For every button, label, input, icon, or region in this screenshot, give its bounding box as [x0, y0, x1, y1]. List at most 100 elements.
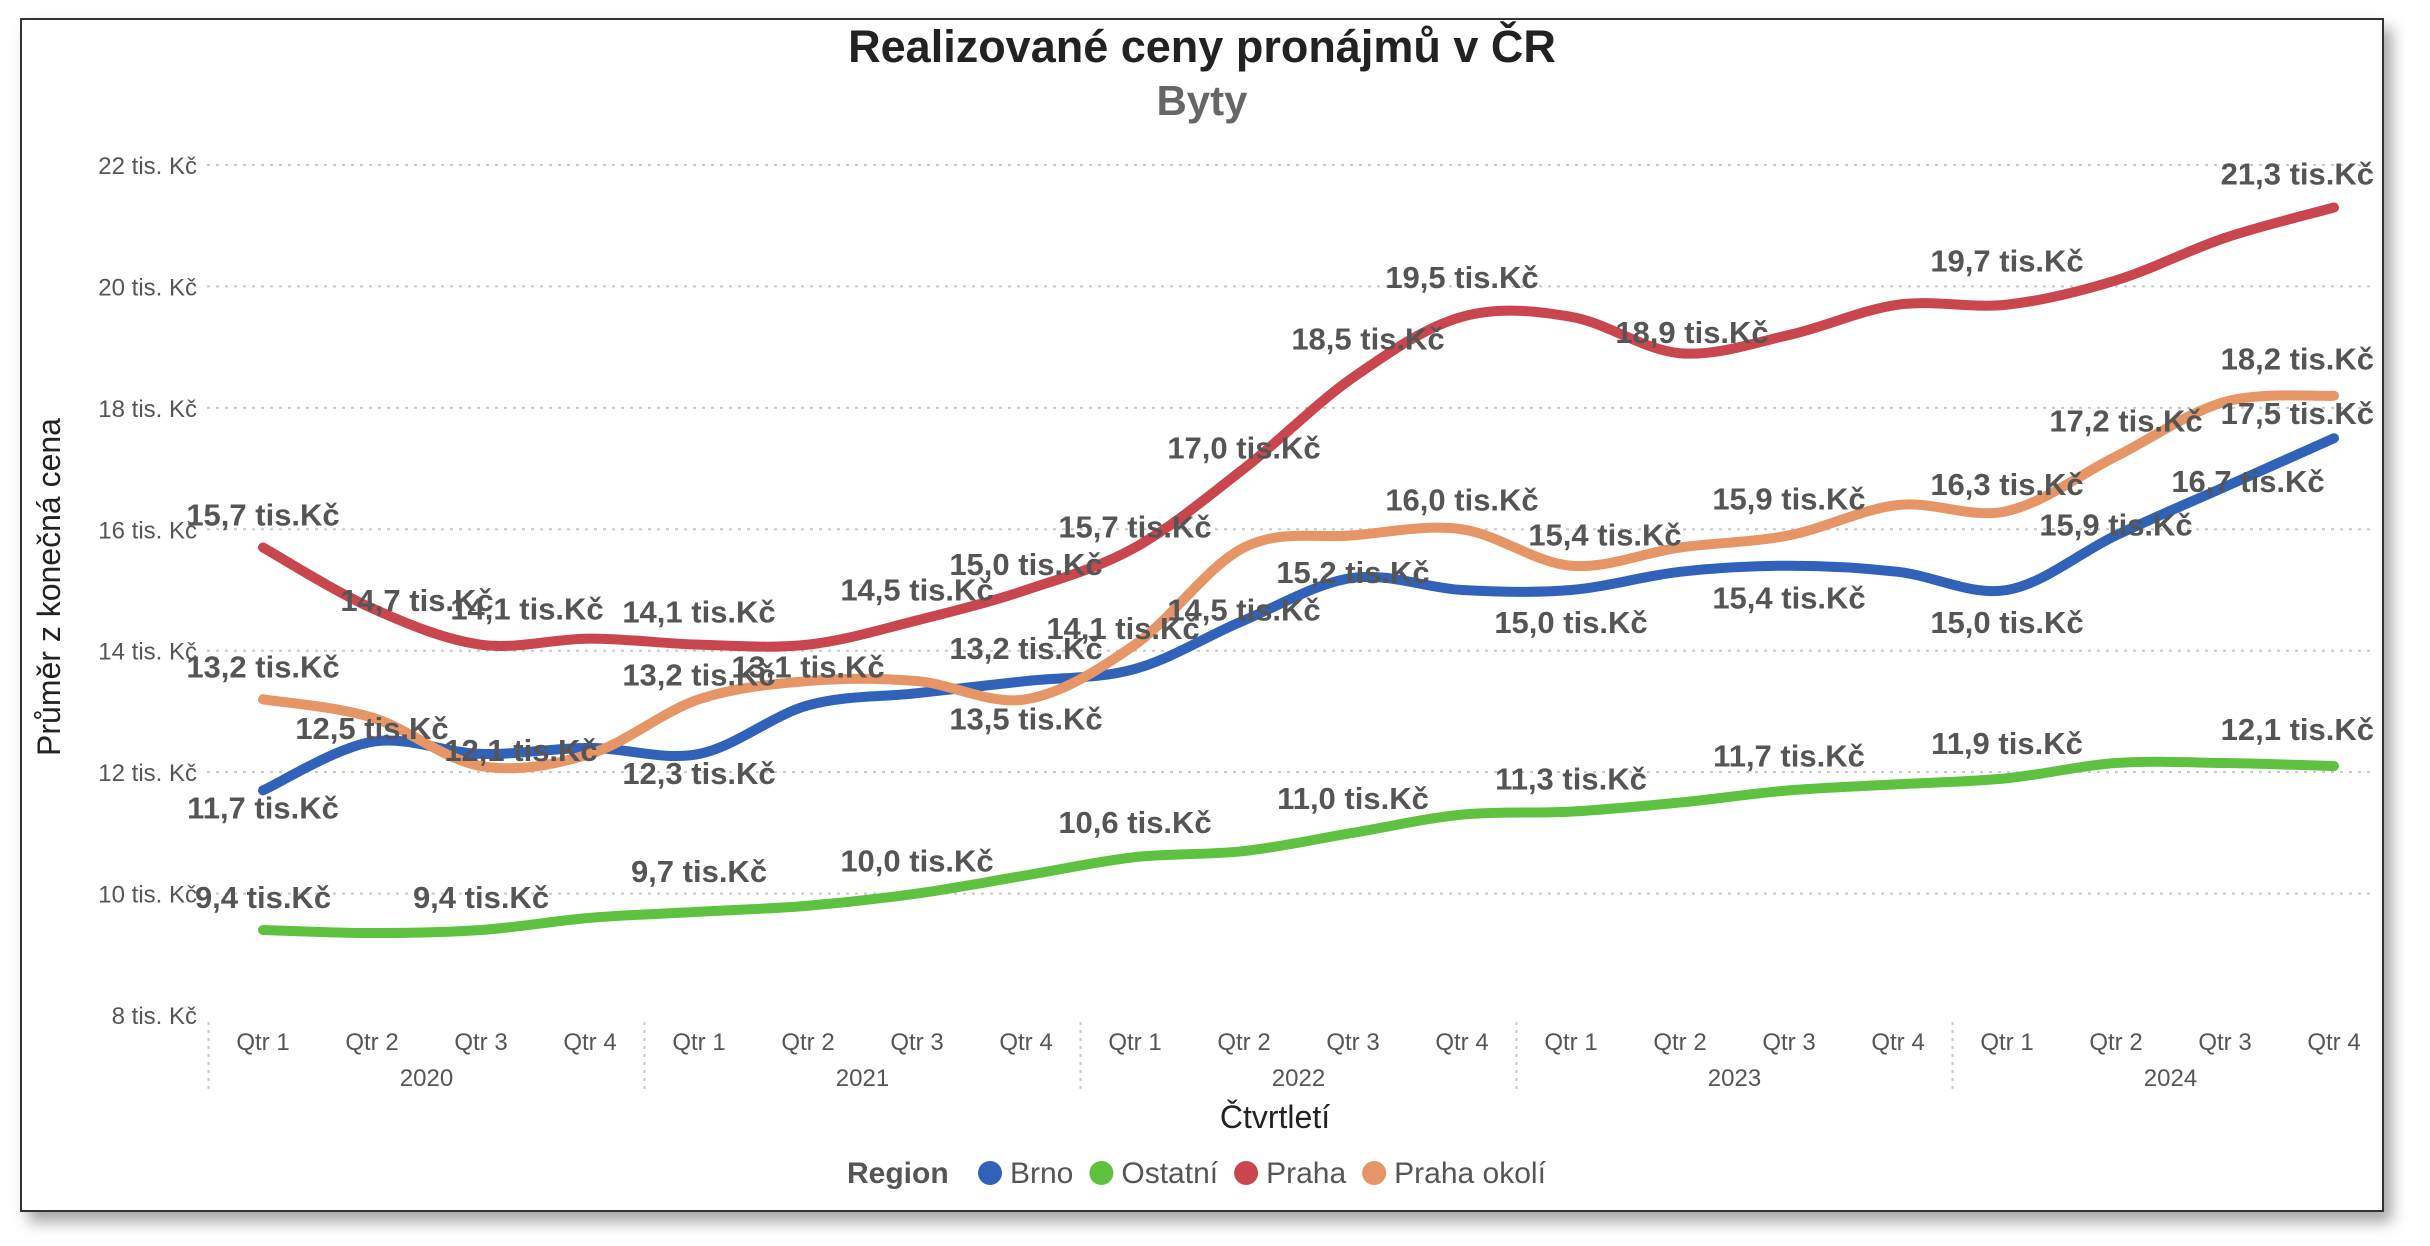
data-label-ostatni: 11,0 tis.Kč	[1277, 781, 1429, 816]
data-label-praha-okoli: 13,2 tis.Kč	[186, 649, 339, 684]
year-label: 2023	[1708, 1065, 1761, 1092]
y-tick-label: 12 tis. Kč	[98, 760, 197, 787]
data-label-praha-okoli: 15,4 tis.Kč	[1528, 518, 1681, 553]
legend-marker-brno	[978, 1161, 1002, 1185]
legend-marker-ostatni	[1089, 1161, 1114, 1185]
y-tick-label: 18 tis. Kč	[98, 396, 197, 423]
y-tick-label: 14 tis. Kč	[98, 639, 197, 666]
data-labels: 11,7 tis.Kč 12,5 tis.Kč 12,3 tis.Kč 13,1 ti…	[186, 157, 2374, 916]
x-axis: Qtr 1 Qtr 2 Qtr 3 Qtr 4 Qtr 1 Qtr 2 Qtr 3 Qtr 4…	[207, 1022, 2361, 1092]
data-label-ostatni: 9,4 tis.Kč	[413, 880, 549, 915]
data-label-brno: 14,5 tis.Kč	[1167, 592, 1320, 627]
data-label-praha: 19,5 tis.Kč	[1385, 260, 1538, 295]
data-label-praha-okoli: 13,5 tis.Kč	[949, 701, 1102, 736]
data-label-brno: 12,5 tis.Kč	[295, 711, 448, 746]
x-tick-label: Qtr 2	[2089, 1029, 2142, 1056]
data-label-praha: 18,5 tis.Kč	[1291, 322, 1444, 357]
legend-marker-praha	[1234, 1161, 1259, 1185]
data-label-praha-okoli: 17,2 tis.Kč	[2049, 403, 2202, 438]
data-label-praha: 19,7 tis.Kč	[1930, 244, 2083, 279]
legend-item-praha-okoli: Praha okolí	[1394, 1157, 1546, 1190]
legend: Region Brno Ostatní Praha Praha okolí	[847, 1157, 1547, 1190]
data-label-brno: 16,7 tis.Kč	[2171, 464, 2324, 499]
data-label-ostatni: 9,4 tis.Kč	[195, 880, 331, 915]
data-label-praha: 21,3 tis.Kč	[2221, 157, 2374, 192]
legend-item-ostatni: Ostatní	[1121, 1157, 1218, 1190]
x-tick-label: Qtr 1	[1980, 1029, 2033, 1056]
series-line-praha-okoli	[258, 390, 2339, 774]
x-tick-label: Qtr 3	[890, 1029, 943, 1056]
chart-title: Realizované ceny pronájmů v ČR	[848, 21, 1556, 72]
data-label-brno: 15,0 tis.Kč	[1930, 605, 2083, 640]
data-label-praha: 15,0 tis.Kč	[949, 547, 1102, 582]
data-label-praha: 15,7 tis.Kč	[1058, 510, 1211, 545]
data-label-ostatni: 10,0 tis.Kč	[840, 844, 993, 879]
x-tick-label: Qtr 4	[1435, 1029, 1488, 1056]
x-tick-label: Qtr 3	[454, 1029, 507, 1056]
data-label-praha: 15,7 tis.Kč	[186, 498, 339, 533]
data-label-praha: 18,9 tis.Kč	[1615, 315, 1768, 350]
data-label-praha-okoli: 16,0 tis.Kč	[1385, 482, 1538, 517]
y-tick-label: 8 tis. Kč	[112, 1003, 197, 1030]
data-label-praha-okoli: 13,2 tis.Kč	[622, 657, 775, 692]
line-chart: Realizované ceny pronájmů v ČR Byty 8 ti…	[31, 21, 2374, 1190]
data-label-ostatni: 9,7 tis.Kč	[631, 854, 767, 889]
year-label: 2024	[2144, 1065, 2197, 1092]
x-tick-label: Qtr 1	[672, 1029, 725, 1056]
legend-title: Region	[847, 1157, 949, 1190]
y-tick-label: 22 tis. Kč	[98, 153, 197, 180]
legend-item-praha: Praha	[1266, 1157, 1346, 1190]
data-label-ostatni: 12,1 tis.Kč	[2221, 712, 2374, 747]
data-label-praha: 14,5 tis.Kč	[840, 572, 993, 607]
data-label-praha-okoli: 15,9 tis.Kč	[1712, 481, 1865, 516]
data-label-brno: 13,2 tis.Kč	[949, 631, 1102, 666]
data-label-praha: 14,1 tis.Kč	[450, 592, 603, 627]
x-tick-label: Qtr 1	[1544, 1029, 1597, 1056]
x-tick-label: Qtr 4	[2307, 1029, 2360, 1056]
y-axis-ticks: 8 tis. Kč 10 tis. Kč 12 tis. Kč 14 tis. Kč 1…	[98, 153, 197, 1030]
y-tick-label: 16 tis. Kč	[98, 517, 197, 544]
x-tick-label: Qtr 2	[345, 1029, 398, 1056]
data-label-praha-okoli: 12,1 tis.Kč	[444, 733, 597, 768]
y-tick-label: 10 tis. Kč	[98, 882, 197, 909]
x-tick-label: Qtr 2	[1217, 1029, 1270, 1056]
x-tick-label: Qtr 4	[999, 1029, 1052, 1056]
data-label-brno: 17,5 tis.Kč	[2221, 396, 2374, 431]
x-tick-label: Qtr 4	[563, 1029, 616, 1056]
chart-subtitle: Byty	[1156, 77, 1248, 124]
legend-item-brno: Brno	[1010, 1157, 1073, 1190]
year-label: 2022	[1272, 1065, 1325, 1092]
x-tick-label: Qtr 4	[1871, 1029, 1924, 1056]
data-label-praha: 14,1 tis.Kč	[622, 595, 775, 630]
data-label-brno: 12,3 tis.Kč	[622, 756, 775, 791]
year-label: 2020	[400, 1065, 453, 1092]
year-label: 2021	[836, 1065, 889, 1092]
data-label-brno: 14,1 tis.Kč	[1046, 611, 1199, 646]
series-line-ostatni	[258, 756, 2339, 939]
data-label-praha-okoli: 18,2 tis.Kč	[2221, 342, 2374, 377]
data-label-ostatni: 10,6 tis.Kč	[1058, 805, 1211, 840]
data-label-brno: 15,0 tis.Kč	[1494, 605, 1647, 640]
x-tick-label: Qtr 1	[1108, 1029, 1161, 1056]
gridlines	[207, 164, 2370, 895]
series-lines	[258, 202, 2339, 939]
data-label-brno: 15,2 tis.Kč	[1276, 555, 1429, 590]
x-axis-title: Čtvrtletí	[1220, 1099, 1330, 1135]
x-tick-label: Qtr 3	[1326, 1029, 1379, 1056]
legend-marker-praha-okoli	[1362, 1161, 1387, 1185]
x-tick-label: Qtr 1	[236, 1029, 289, 1056]
data-label-ostatni: 11,3 tis.Kč	[1495, 762, 1647, 797]
data-label-ostatni: 11,7 tis.Kč	[1713, 738, 1865, 773]
data-label-praha-okoli: 16,3 tis.Kč	[1930, 467, 2083, 502]
x-tick-label: Qtr 3	[1762, 1029, 1815, 1056]
y-axis-title: Průměr z konečná cena	[31, 418, 67, 756]
data-label-praha: 17,0 tis.Kč	[1167, 431, 1320, 466]
data-label-brno: 13,1 tis.Kč	[731, 649, 884, 684]
series-line-praha	[258, 202, 2339, 652]
data-label-brno: 11,7 tis.Kč	[187, 790, 339, 825]
chart-frame: Realizované ceny pronájmů v ČR Byty 8 ti…	[20, 18, 2384, 1212]
data-label-praha: 14,7 tis.Kč	[340, 583, 493, 618]
x-tick-label: Qtr 3	[2198, 1029, 2251, 1056]
data-label-ostatni: 11,9 tis.Kč	[1931, 726, 2083, 761]
data-label-brno: 15,9 tis.Kč	[2039, 507, 2192, 542]
